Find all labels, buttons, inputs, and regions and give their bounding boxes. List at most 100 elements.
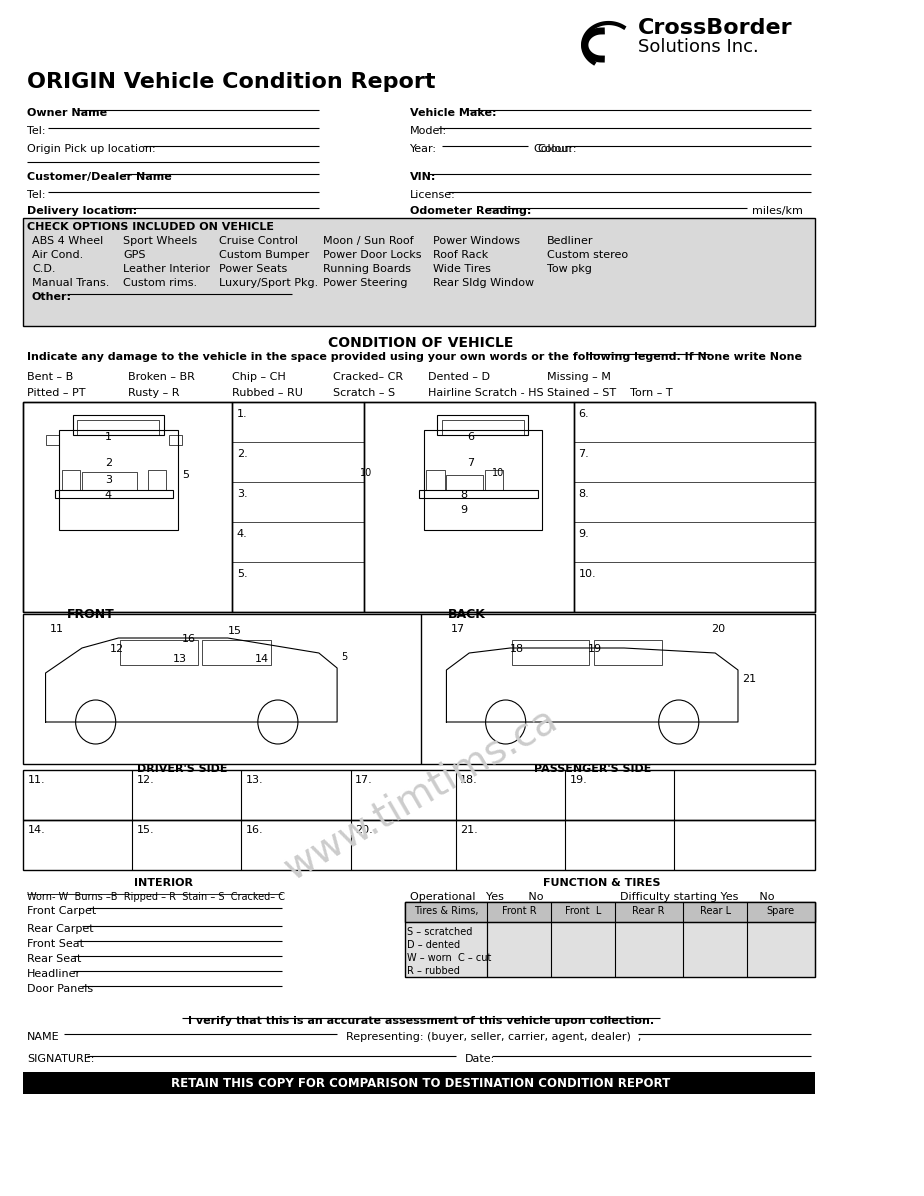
Text: 18.: 18. (460, 775, 478, 785)
Text: S – scratched: S – scratched (407, 927, 473, 936)
Text: INTERIOR: INTERIOR (135, 878, 193, 887)
Text: VIN:: VIN: (410, 172, 436, 182)
Bar (23, 402, 232, 612)
Bar (364, 402, 574, 612)
Bar (59, 431, 177, 530)
Circle shape (258, 700, 298, 744)
Text: Air Cond.: Air Cond. (32, 250, 83, 260)
Text: Manual Trans.: Manual Trans. (32, 277, 109, 288)
Bar (485, 470, 503, 490)
Text: Power Steering: Power Steering (323, 277, 407, 288)
Text: 20: 20 (711, 624, 724, 634)
Text: 14: 14 (255, 654, 269, 664)
Text: RETAIN THIS COPY FOR COMPARISON TO DESTINATION CONDITION REPORT: RETAIN THIS COPY FOR COMPARISON TO DESTI… (171, 1078, 671, 1090)
Text: Pitted – PT: Pitted – PT (28, 388, 86, 398)
Circle shape (486, 700, 526, 744)
Text: Odometer Reading:: Odometer Reading: (410, 206, 531, 216)
Text: Missing – M: Missing – M (547, 372, 611, 382)
Bar (62, 470, 80, 490)
Text: Cracked– CR: Cracked– CR (333, 372, 403, 382)
Text: Hairline Scratch - HS: Hairline Scratch - HS (428, 388, 544, 398)
Bar (23, 218, 815, 327)
Bar (202, 640, 271, 665)
Text: Owner Name: Owner Name (28, 108, 107, 118)
Text: 6.: 6. (578, 409, 590, 419)
Text: 10: 10 (359, 468, 372, 478)
Circle shape (76, 700, 116, 744)
Text: Wide Tires: Wide Tires (432, 264, 491, 274)
Text: Year:: Year: (410, 144, 437, 154)
Text: Roof Rack: Roof Rack (432, 250, 488, 260)
Bar (73, 415, 164, 435)
Text: Colour:: Colour: (538, 144, 578, 154)
Text: Date:: Date: (465, 1054, 495, 1064)
Text: CrossBorder: CrossBorder (638, 18, 793, 38)
Text: D – dented: D – dented (407, 940, 460, 950)
Text: BACK: BACK (447, 608, 485, 621)
Text: I verify that this is an accurate assessment of this vehicle upon collection.: I verify that this is an accurate assess… (188, 1015, 654, 1026)
Text: Rubbed – RU: Rubbed – RU (232, 388, 303, 398)
Bar (23, 770, 815, 820)
Text: 17: 17 (451, 624, 465, 634)
Text: Running Boards: Running Boards (323, 264, 411, 274)
Text: 16.: 16. (246, 825, 263, 835)
Bar (23, 820, 815, 869)
Text: 2: 2 (104, 458, 112, 468)
Bar (168, 435, 182, 445)
Text: Tel:: Tel: (28, 190, 46, 200)
Text: Cruise Control: Cruise Control (219, 236, 298, 246)
Text: miles/km: miles/km (751, 206, 803, 216)
Text: Vehicle Make:: Vehicle Make: (410, 108, 496, 118)
Text: ORIGIN Vehicle Condition Report: ORIGIN Vehicle Condition Report (28, 72, 436, 92)
Text: 5: 5 (182, 470, 189, 480)
Text: Scratch – S: Scratch – S (333, 388, 395, 398)
Text: Operational   Yes       No: Operational Yes No (410, 892, 543, 902)
Text: Front Carpet: Front Carpet (28, 907, 97, 916)
Text: Custom stereo: Custom stereo (547, 250, 627, 260)
Bar (437, 415, 529, 435)
Bar (406, 902, 815, 922)
Text: Power Windows: Power Windows (432, 236, 520, 246)
Text: 9: 9 (460, 505, 468, 515)
Text: 16: 16 (182, 634, 196, 643)
Text: Custom Bumper: Custom Bumper (219, 250, 309, 260)
Text: Custom rims.: Custom rims. (123, 277, 197, 288)
Text: FRONT: FRONT (67, 608, 115, 621)
Text: 4: 4 (104, 490, 112, 500)
Text: 12.: 12. (137, 775, 154, 785)
Bar (574, 402, 815, 612)
Text: 8: 8 (460, 490, 468, 500)
Text: 8.: 8. (578, 489, 590, 499)
Text: ABS 4 Wheel: ABS 4 Wheel (32, 236, 103, 246)
Text: Model:: Model: (410, 126, 447, 136)
Text: 9.: 9. (578, 529, 590, 539)
Text: 1.: 1. (237, 409, 248, 419)
Text: 1: 1 (104, 432, 112, 443)
Text: GPS: GPS (123, 250, 145, 260)
Text: 7.: 7. (578, 448, 590, 459)
Bar (78, 420, 160, 435)
Text: 14.: 14. (28, 825, 45, 835)
Text: Luxury/Sport Pkg.: Luxury/Sport Pkg. (219, 277, 318, 288)
Text: 6: 6 (468, 432, 474, 443)
Bar (406, 902, 815, 977)
Text: Spare: Spare (767, 907, 795, 916)
Text: Representing: (buyer, seller, carrier, agent, dealer)  ;: Representing: (buyer, seller, carrier, a… (346, 1032, 641, 1042)
Text: Sport Wheels: Sport Wheels (123, 236, 197, 246)
Text: 19.: 19. (569, 775, 587, 785)
Bar (55, 490, 173, 498)
Text: Rusty – R: Rusty – R (128, 388, 179, 398)
Text: 3: 3 (104, 475, 112, 486)
Text: Solutions Inc.: Solutions Inc. (638, 38, 759, 56)
Text: 13.: 13. (246, 775, 263, 785)
Text: Tel:: Tel: (28, 126, 46, 136)
Text: Stained – ST    Torn – T: Stained – ST Torn – T (547, 388, 673, 398)
Text: DRIVER'S SIDE: DRIVER'S SIDE (137, 764, 227, 774)
Text: 3.: 3. (237, 489, 248, 499)
Text: 21.: 21. (460, 825, 478, 835)
Bar (594, 640, 663, 665)
Text: Bedliner: Bedliner (547, 236, 593, 246)
Text: SIGNATURE:: SIGNATURE: (28, 1054, 94, 1064)
Text: Power Door Locks: Power Door Locks (323, 250, 422, 260)
Text: 18: 18 (510, 643, 524, 654)
